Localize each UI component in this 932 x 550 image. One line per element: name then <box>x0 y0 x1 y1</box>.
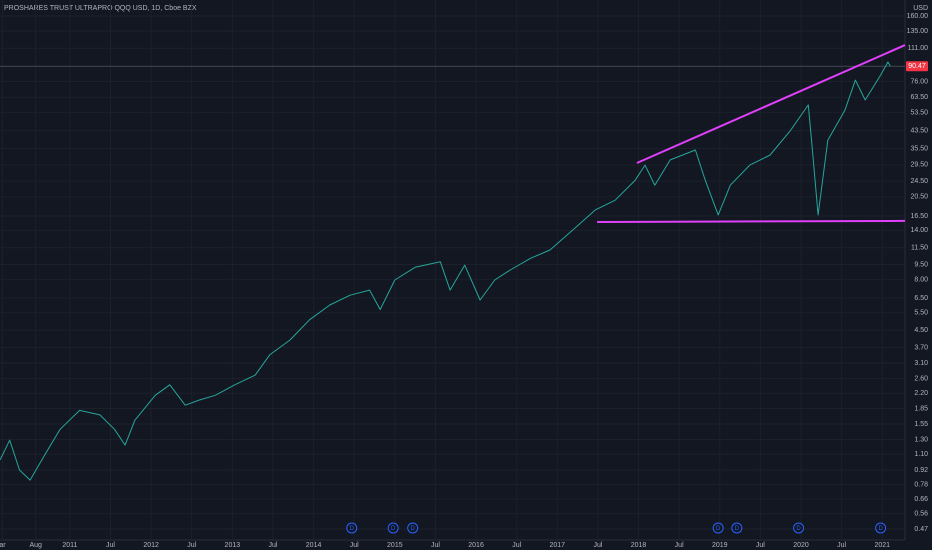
x-tick-label: 2015 <box>387 542 403 549</box>
last-price-box <box>906 61 928 72</box>
x-tick-label: Jul <box>593 542 602 549</box>
dividend-label: D <box>350 526 355 532</box>
y-tick-label: 5.50 <box>914 309 928 316</box>
y-tick-label: 1.55 <box>914 421 928 428</box>
trend-line <box>597 219 906 223</box>
y-tick-label: 76.00 <box>910 78 928 85</box>
y-tick-label: 0.66 <box>914 496 928 503</box>
x-tick-label: 2012 <box>143 542 159 549</box>
y-tick-label: 6.50 <box>914 295 928 302</box>
x-tick-label: 2011 <box>62 542 77 549</box>
x-tick-label: 2014 <box>306 542 322 549</box>
y-tick-label: 53.50 <box>910 109 928 116</box>
dividend-label: D <box>411 526 416 532</box>
dividend-marker <box>793 522 805 534</box>
x-tick-label: Jul <box>837 542 846 549</box>
y-tick-label: 63.50 <box>910 94 928 101</box>
y-tick-label: 0.78 <box>914 481 928 488</box>
x-tick-label: 2019 <box>712 542 728 549</box>
chart-title: PROSHARES TRUST ULTRAPRO QQQ USD, 1D, Cb… <box>4 5 197 12</box>
y-tick-label: 1.10 <box>914 451 928 458</box>
x-tick-label: Jul <box>350 542 359 549</box>
y-tick-label: 16.50 <box>910 213 928 220</box>
x-tick-label: Jul <box>756 542 765 549</box>
y-tick-label: 43.50 <box>910 127 928 134</box>
x-tick-label: Jul <box>431 542 440 549</box>
dividend-label: D <box>878 526 883 532</box>
y-tick-label: 0.92 <box>914 467 928 474</box>
y-tick-label: 4.50 <box>914 327 928 334</box>
y-tick-label: 135.00 <box>907 28 929 35</box>
x-tick-label: 2018 <box>631 542 647 549</box>
y-tick-label: 1.30 <box>914 436 928 443</box>
y-tick-label: 11.50 <box>911 245 928 252</box>
y-tick-label: 0.56 <box>914 510 928 517</box>
dividend-label: D <box>735 526 740 532</box>
dividend-marker <box>875 522 887 534</box>
x-tick-label: 2013 <box>225 542 241 549</box>
x-tick-label: ar <box>0 542 6 549</box>
currency: USD <box>913 5 928 12</box>
x-tick-label: Jul <box>512 542 521 549</box>
x-tick-label: 2016 <box>468 542 484 549</box>
dividend-marker <box>712 522 724 534</box>
y-tick-label: 24.50 <box>910 178 928 185</box>
dividend-marker <box>731 522 743 534</box>
dividend-marker <box>346 522 358 534</box>
last-price-label: 90.47 <box>908 63 926 70</box>
x-tick-label: 2017 <box>550 542 566 549</box>
dividend-marker <box>407 522 419 534</box>
price-line <box>0 61 891 481</box>
y-tick-label: 3.70 <box>914 344 928 351</box>
y-tick-label: 111.00 <box>908 45 928 52</box>
x-tick-label: Jul <box>675 542 684 549</box>
x-tick-label: Aug <box>30 542 43 549</box>
y-tick-label: 1.85 <box>914 405 928 412</box>
y-tick-label: 160.00 <box>907 13 929 20</box>
y-tick-label: 2.20 <box>914 390 928 397</box>
y-tick-label: 9.50 <box>914 261 928 268</box>
y-tick-label: 14.00 <box>910 227 928 234</box>
dividend-label: D <box>391 526 396 532</box>
dividend-label: D <box>796 526 801 532</box>
y-tick-label: 2.60 <box>914 375 928 382</box>
x-tick-label: 2020 <box>793 542 809 549</box>
y-tick-label: 29.50 <box>910 162 928 169</box>
dividend-label: D <box>716 526 721 532</box>
y-tick-label: 3.10 <box>914 360 928 367</box>
x-tick-label: Jul <box>187 542 196 549</box>
x-tick-label: Jul <box>268 542 277 549</box>
x-tick-label: Jul <box>106 542 115 549</box>
x-tick-label: 2021 <box>874 542 890 549</box>
y-tick-label: 20.50 <box>910 194 928 201</box>
y-tick-label: 0.47 <box>914 526 928 533</box>
trend-line <box>636 44 906 164</box>
y-tick-label: 35.50 <box>910 145 928 152</box>
y-tick-label: 8.00 <box>914 276 928 283</box>
dividend-marker <box>387 522 399 534</box>
